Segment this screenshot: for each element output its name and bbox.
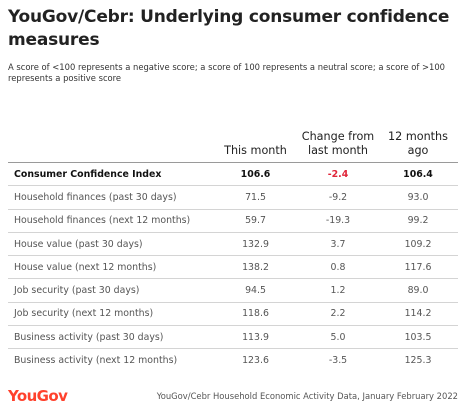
cell-12-months-ago: 99.2 [378,208,458,233]
cell-change: 3.7 [298,231,378,256]
cell-12-months-ago: 109.2 [378,231,458,256]
cell-change: -2.4 [298,161,378,186]
table-row: Job security (next 12 months) 118.6 2.2 114… [8,301,458,326]
cell-change: -19.3 [298,208,378,233]
row-label: Household finances (next 12 months) [8,208,213,233]
cell-this-month: 59.7 [213,208,298,233]
header-12-months-ago: 12 months ago [388,130,448,157]
cell-this-month: 113.9 [213,325,298,349]
cell-change: 1.2 [298,278,378,303]
data-table: This month Change from last month 12 mon… [8,108,458,372]
yougov-logo: YouGov [8,387,68,405]
table-row: House value (past 30 days) 132.9 3.7 109.2 [8,231,458,256]
table-body: Consumer Confidence Index 106.6 -2.4 106.4 H… [8,161,458,372]
row-label: Consumer Confidence Index [8,161,213,186]
cell-this-month: 106.6 [213,161,298,186]
source-note: YouGov/Cebr Household Economic Activity … [156,391,458,401]
subtitle: A score of <100 represents a negative sc… [8,62,446,83]
header-change: Change from last month [301,130,375,157]
cell-12-months-ago: 93.0 [378,185,458,210]
cell-12-months-ago: 117.6 [378,255,458,279]
cell-12-months-ago: 106.4 [378,161,458,186]
row-label: Business activity (past 30 days) [8,325,213,349]
cell-this-month: 138.2 [213,255,298,279]
cell-change: 2.2 [298,301,378,326]
cell-change: 0.8 [298,255,378,279]
cell-change: -3.5 [298,348,378,372]
cell-change: -9.2 [298,185,378,210]
row-label: Business activity (next 12 months) [8,348,213,372]
table-row: Household finances (next 12 months) 59.7-… [8,208,458,233]
table-row: Job security (past 30 days) 94.5 1.2 89.0 [8,278,458,303]
row-label: House value (next 12 months) [8,255,213,279]
cell-this-month: 71.5 [213,185,298,210]
header-label [8,108,213,163]
header-this-month: This month [224,144,287,157]
table-header-row: This month Change from last month 12 mon… [8,108,458,163]
row-label: House value (past 30 days) [8,231,213,256]
cell-this-month: 94.5 [213,278,298,303]
table-row: Business activity (past 30 days) 113.9 5.0… [8,325,458,349]
page-title: YouGov/Cebr: Underlying consumer confide… [8,7,450,50]
table-row: Household finances (past 30 days) 71.5 -9.… [8,185,458,210]
row-label: Job security (past 30 days) [8,278,213,303]
cell-this-month: 132.9 [213,231,298,256]
cell-this-month: 123.6 [213,348,298,372]
cell-12-months-ago: 89.0 [378,278,458,303]
cell-this-month: 118.6 [213,301,298,326]
row-label: Job security (next 12 months) [8,301,213,326]
row-label: Household finances (past 30 days) [8,185,213,210]
cell-12-months-ago: 103.5 [378,325,458,349]
cell-12-months-ago: 114.2 [378,301,458,326]
footer: YouGov YouGov/Cebr Household Economic Ac… [8,387,458,409]
cell-change: 5.0 [298,325,378,349]
table-row: Business activity (next 12 months) 123.6-… [8,348,458,372]
table-row: Consumer Confidence Index 106.6 -2.4 106.4 [8,161,458,186]
cell-12-months-ago: 125.3 [378,348,458,372]
table-row: House value (next 12 months) 138.2 0.8 117.… [8,255,458,279]
